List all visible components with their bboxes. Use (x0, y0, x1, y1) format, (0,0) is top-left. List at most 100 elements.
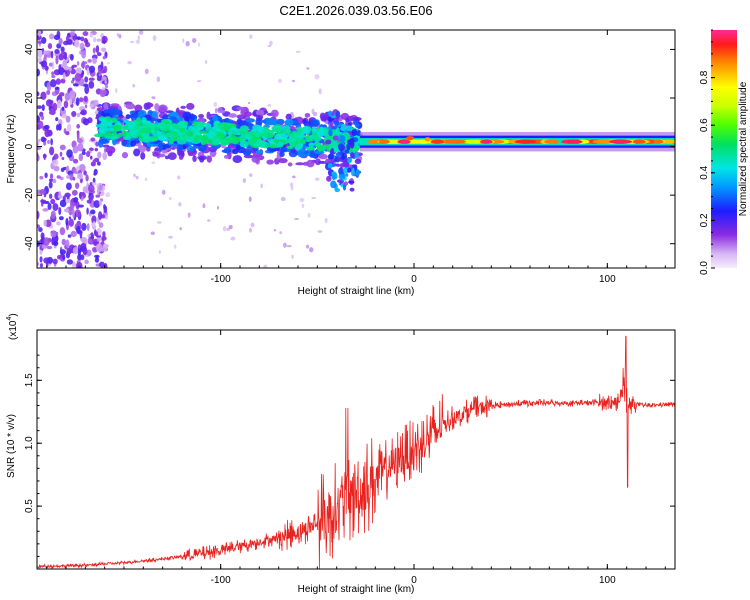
scatter-blob (53, 153, 59, 160)
faint-blob (317, 230, 323, 233)
scatter-blob (43, 153, 46, 161)
line-core-knot (424, 137, 431, 142)
scatter-blob (60, 167, 65, 172)
scatter-blob (77, 265, 82, 268)
band-blob (240, 125, 249, 131)
faint-blob (283, 242, 287, 248)
band-blob (232, 155, 243, 164)
snr-scale-close: ) (8, 313, 19, 316)
band-blob (295, 143, 301, 151)
snr-x-tick-label: -100 (211, 575, 231, 586)
scatter-blob (76, 165, 80, 172)
scatter-blob (73, 196, 79, 203)
faint-blob (278, 78, 282, 84)
scatter-blob (71, 111, 77, 117)
faint-blob (105, 215, 109, 220)
scatter-blob (59, 199, 67, 208)
scatter-blob (59, 144, 66, 151)
band-blob (214, 121, 219, 130)
band-blob (311, 128, 318, 132)
faint-blob (202, 203, 206, 209)
scatter-blob (71, 189, 78, 196)
scatter-blob (76, 61, 80, 66)
faint-blob (286, 245, 292, 248)
band-blob (285, 115, 290, 119)
scatter-blob (87, 184, 95, 193)
scatter-blob (51, 159, 59, 166)
line-core (653, 139, 664, 144)
spike-blob (334, 155, 338, 163)
scatter-blob (58, 123, 62, 131)
scatter-blob (87, 234, 91, 238)
band-blob (286, 145, 294, 150)
band-blob (235, 106, 246, 111)
faint-blob (318, 88, 322, 95)
faint-blob (263, 264, 268, 268)
faint-blob (138, 30, 144, 35)
faint-blob (96, 38, 102, 42)
spike-blob (354, 158, 362, 164)
colorbar-tick-label: 0.2 (699, 213, 710, 227)
faint-blob (305, 244, 310, 249)
scatter-blob (92, 177, 96, 183)
scatter-blob (76, 36, 82, 41)
scatter-blob (49, 173, 54, 180)
scatter-blob (84, 104, 88, 109)
scatter-blob (68, 66, 72, 72)
band-blob (105, 147, 115, 151)
scatter-blob (39, 249, 43, 256)
scatter-blob (58, 53, 64, 61)
colorbar-label: Normalized spectral amplitude (738, 81, 749, 216)
faint-blob (130, 40, 134, 44)
band-blob (176, 137, 187, 145)
scatter-blob (51, 61, 55, 70)
band-blob (152, 152, 159, 157)
snr-y-tick-label: 1.0 (24, 436, 35, 450)
spec-x-tick-label: -100 (211, 274, 231, 285)
faint-blob (168, 235, 173, 239)
band-blob (278, 133, 289, 139)
snr-x-tick-label: 100 (599, 575, 616, 586)
snr-x-axis-label: Height of straight line (km) (298, 584, 415, 595)
band-blob (297, 134, 306, 139)
faint-blob (104, 80, 107, 84)
band-blob (270, 119, 277, 126)
colorbar-tick-label: 0.8 (699, 70, 710, 84)
scatter-blob (102, 244, 108, 252)
faint-blob (306, 67, 310, 70)
faint-blob (291, 254, 294, 259)
scatter-blob (47, 202, 52, 211)
scatter-blob (95, 194, 101, 198)
band-blob (141, 116, 147, 124)
spike-blob (330, 180, 337, 189)
band-blob (287, 162, 293, 167)
faint-blob (197, 80, 202, 83)
scatter-blob (82, 118, 90, 126)
faint-blob (150, 231, 155, 236)
spike-blob (347, 122, 352, 126)
faint-blob (260, 183, 263, 189)
scatter-blob (77, 248, 82, 256)
spike-blob (346, 125, 353, 132)
scatter-blob (42, 208, 49, 212)
spectrogram-ticks: -100 0 100 -40 -20 0 20 40 (24, 30, 675, 285)
scatter-blob (72, 77, 75, 82)
faint-blob (197, 42, 200, 47)
scatter-blob (49, 146, 55, 156)
scatter-blob (37, 142, 40, 146)
scatter-blob (84, 259, 89, 265)
scatter-blob (69, 90, 76, 99)
band-blob (236, 118, 242, 124)
scatter-blob (50, 198, 56, 205)
band-blob (193, 135, 203, 141)
scatter-blob (69, 97, 73, 106)
band-blob (262, 128, 271, 135)
spike-blob (341, 123, 346, 132)
spike-blob (349, 140, 355, 149)
band-blob (161, 144, 172, 149)
scatter-blob (40, 60, 48, 68)
band-blob (139, 128, 150, 134)
scatter-blob (50, 138, 53, 146)
faint-blob (314, 177, 320, 181)
